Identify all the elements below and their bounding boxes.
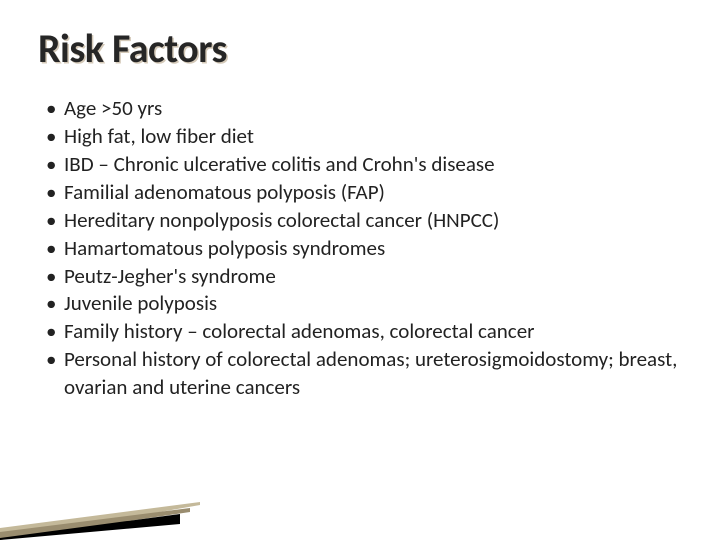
list-item: IBD – Chronic ulcerative colitis and Cro…: [46, 151, 684, 179]
list-item: Hamartomatous polyposis syndromes: [46, 235, 684, 263]
list-item: Family history – colorectal adenomas, co…: [46, 318, 684, 346]
decorative-corner-icon: [0, 480, 230, 540]
slide: Risk Factors Age >50 yrs High fat, low f…: [0, 0, 720, 540]
list-item: Age >50 yrs: [46, 95, 684, 123]
list-item: Peutz-Jegher's syndrome: [46, 263, 684, 291]
list-item: Familial adenomatous polyposis (FAP): [46, 179, 684, 207]
bullet-list: Age >50 yrs High fat, low fiber diet IBD…: [36, 95, 684, 402]
list-item: Hereditary nonpolyposis colorectal cance…: [46, 207, 684, 235]
page-title: Risk Factors: [38, 24, 684, 73]
list-item: High fat, low fiber diet: [46, 123, 684, 151]
list-item: Juvenile polyposis: [46, 290, 684, 318]
list-item: Personal history of colorectal adenomas;…: [46, 346, 684, 402]
